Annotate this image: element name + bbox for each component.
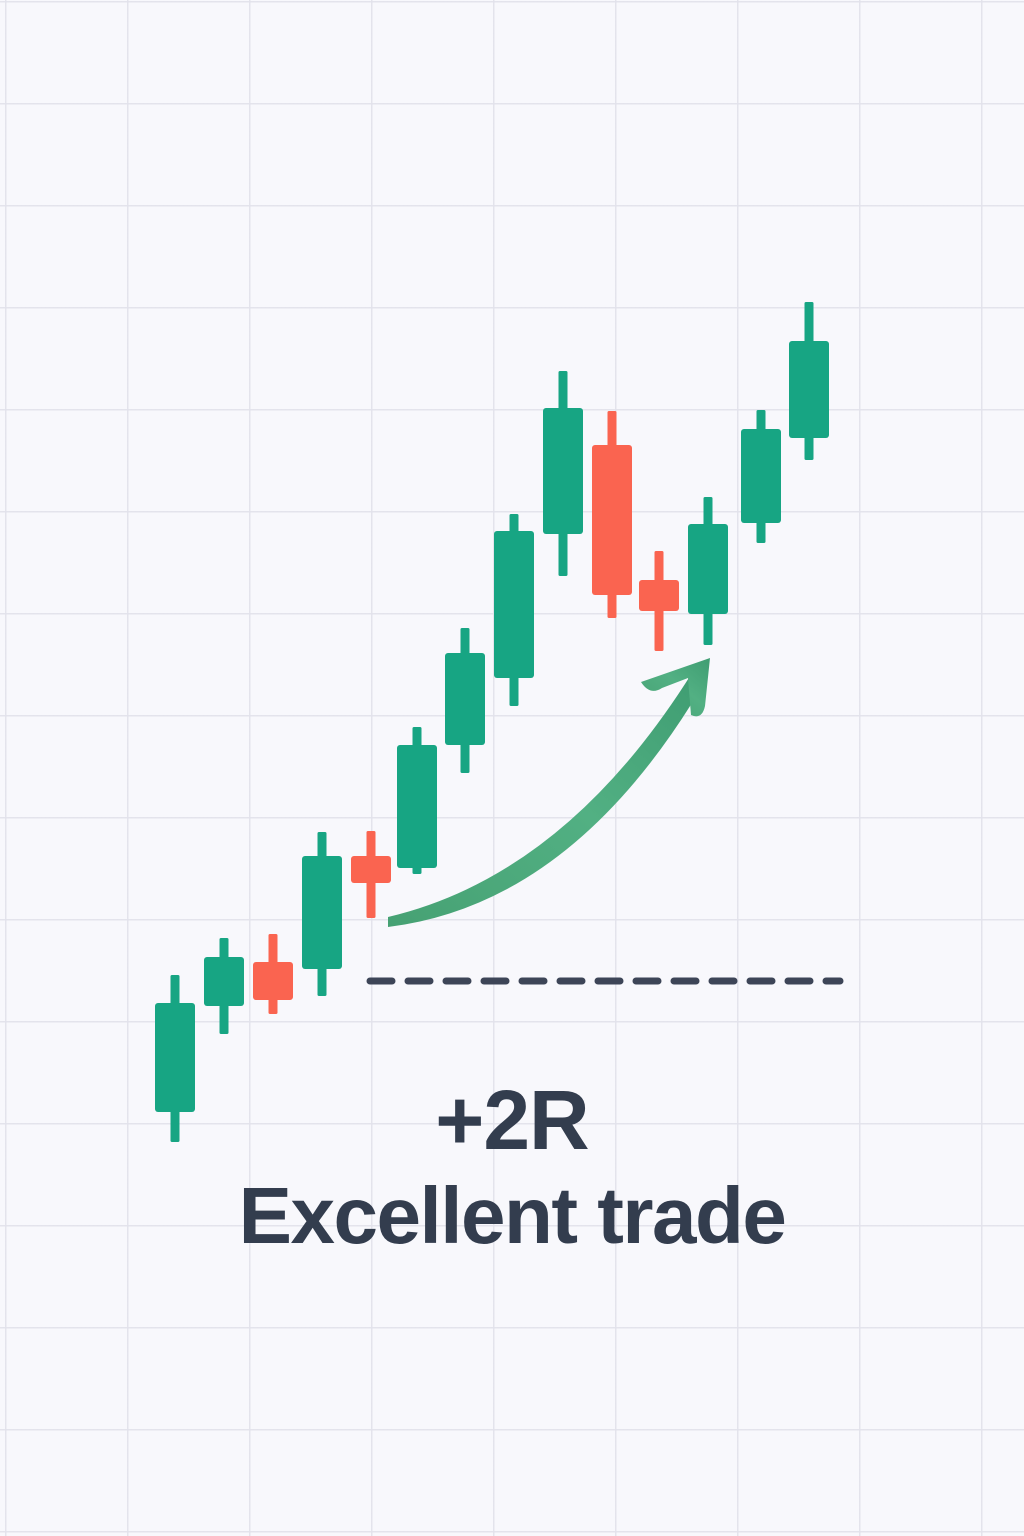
candle-14-bullish (789, 302, 829, 460)
uptrend-arrow (388, 658, 710, 927)
candle-body (302, 856, 342, 969)
trade-result-value: +2R (435, 1073, 589, 1167)
candle-5-bearish (351, 831, 391, 918)
candle-4-bullish (302, 832, 342, 996)
candle-7-bullish (445, 628, 485, 773)
candle-body (445, 653, 485, 745)
candle-6-bullish (397, 727, 437, 874)
candle-9-bullish (543, 371, 583, 576)
candle-body (688, 524, 728, 614)
candle-body (639, 580, 679, 611)
candle-11-bearish (639, 551, 679, 651)
candle-body (741, 429, 781, 523)
candle-series (155, 302, 829, 1142)
candle-8-bullish (494, 514, 534, 706)
candle-body (204, 957, 244, 1006)
candle-2-bullish (204, 938, 244, 1034)
candle-body (253, 962, 293, 1000)
trade-caption: +2R Excellent trade (0, 1078, 1024, 1258)
candle-13-bullish (741, 410, 781, 543)
candle-12-bullish (688, 497, 728, 645)
candle-body (351, 856, 391, 883)
candle-1-bullish (155, 975, 195, 1142)
candle-body (592, 445, 632, 595)
candle-body (543, 408, 583, 534)
candle-body (494, 531, 534, 678)
candle-body (789, 341, 829, 438)
candle-10-bearish (592, 411, 632, 618)
trade-verdict-text: Excellent trade (238, 1171, 787, 1260)
candle-3-bearish (253, 934, 293, 1014)
candle-body (397, 745, 437, 868)
candle-body (155, 1003, 195, 1112)
arrow-head-path (641, 658, 710, 717)
